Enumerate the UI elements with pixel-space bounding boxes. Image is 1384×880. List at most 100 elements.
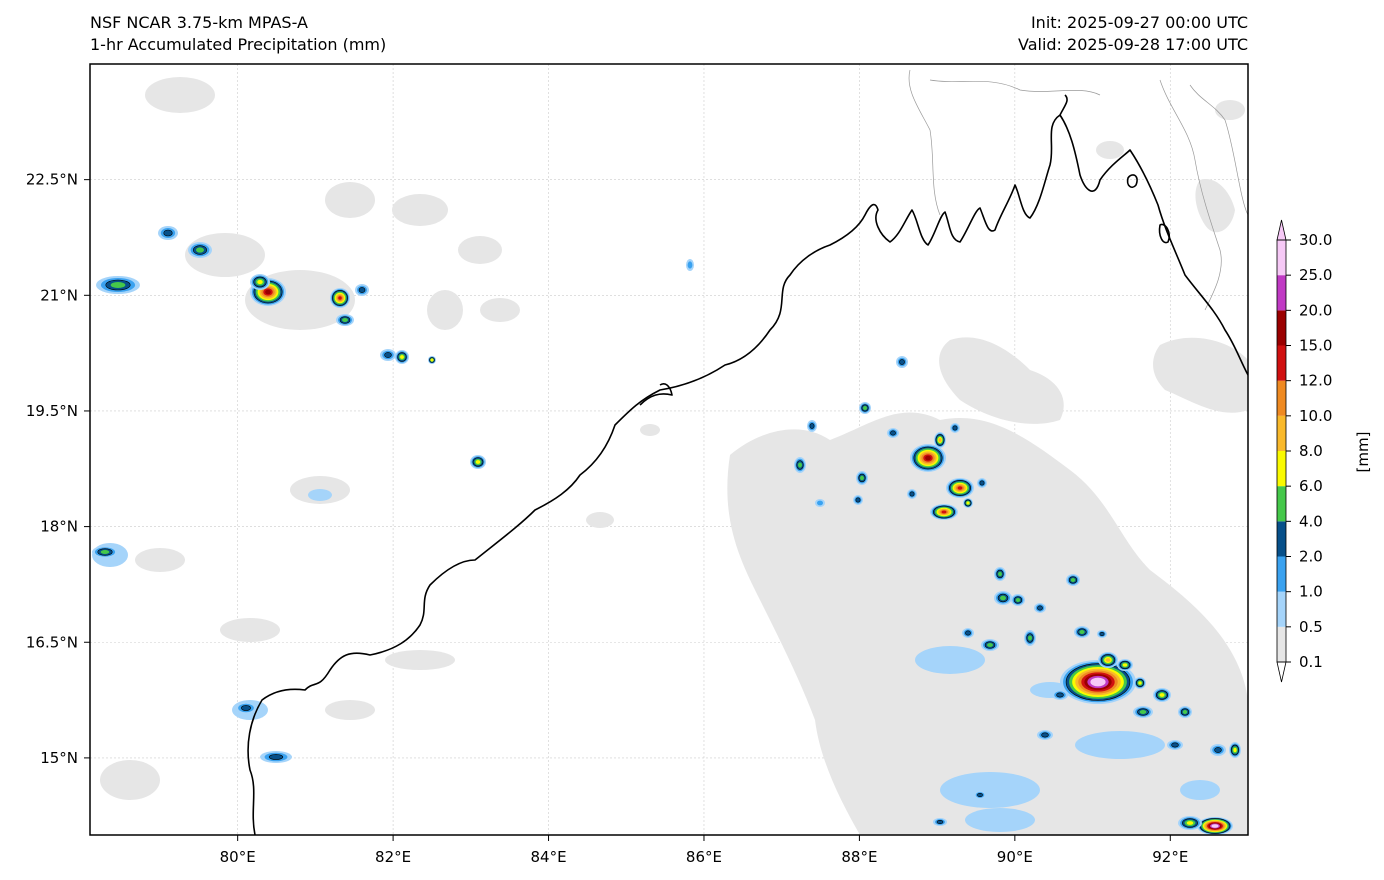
convective-cell: [1178, 706, 1192, 718]
colorbar-segment: [1277, 591, 1286, 627]
cell-contour-ring: [1037, 605, 1043, 611]
convective-cell: [470, 455, 486, 469]
cell-contour-ring: [475, 460, 481, 464]
valid-time: Valid: 2025-09-28 17:00 UTC: [1017, 35, 1248, 54]
lon-tick-label: 90°E: [997, 848, 1033, 866]
convective-cell: [260, 751, 292, 763]
convective-cell: [994, 567, 1006, 581]
convective-cell: [250, 274, 270, 290]
light-rain-north: [939, 337, 1064, 424]
field-title: 1-hr Accumulated Precipitation (mm): [90, 35, 387, 54]
longitude-ticks: 80°E 82°E 84°E 86°E 88°E 90°E 92°E: [220, 835, 1188, 866]
convective-cell: [950, 423, 960, 433]
cell-contour-ring: [798, 462, 802, 468]
cell-contour-ring: [110, 282, 126, 288]
lat-tick-label: 21°N: [40, 286, 78, 304]
convective-cell: [96, 276, 140, 294]
convective-cell: [977, 478, 987, 488]
colorbar-segment: [1277, 345, 1286, 381]
convective-cell: [1060, 660, 1136, 704]
convective-cell: [1197, 817, 1233, 835]
cell-contour-ring: [899, 359, 905, 365]
cell-contour-ring: [941, 510, 947, 514]
island-1: [1126, 174, 1138, 188]
cell-contour-ring: [987, 643, 993, 647]
colorbar-level-label: 20.0: [1299, 301, 1332, 319]
light-rain-ne4: [1096, 141, 1124, 159]
cell-contour-ring: [1000, 595, 1006, 601]
border-ne: [1189, 84, 1248, 216]
lon-tick-label: 82°E: [375, 848, 411, 866]
cell-contour-ring: [358, 287, 366, 293]
colorbar-level-label: 2.0: [1299, 548, 1323, 566]
light-rain-ne: [1153, 337, 1248, 413]
init-time: Init: 2025-09-27 00:00 UTC: [1030, 13, 1248, 32]
convective-cell: [380, 349, 396, 361]
cell-contour-ring: [338, 296, 342, 300]
colorbar-level-label: 0.1: [1299, 653, 1323, 671]
colorbar-unit-label: [mm]: [1354, 432, 1372, 473]
light-rain-w12: [100, 760, 160, 800]
cell-contour-ring: [1090, 677, 1106, 687]
convective-cell: [188, 242, 212, 258]
convective-cell: [395, 350, 409, 364]
convective-cell: [686, 259, 694, 271]
convective-cell: [1134, 677, 1146, 689]
light-rain-w6: [325, 182, 375, 218]
cell-contour-ring: [1214, 747, 1222, 753]
cell-contour-ring: [957, 486, 963, 490]
colorbar-segment: [1277, 275, 1286, 311]
cell-contour-ring: [196, 247, 204, 253]
cell-contour-ring: [400, 355, 404, 359]
cell-contour-ring: [855, 497, 861, 503]
convective-cell: [235, 702, 257, 714]
convective-cell: [1097, 630, 1107, 638]
cell-contour-ring: [1171, 742, 1179, 748]
cell-contour-ring: [860, 475, 864, 481]
light-rain-w5: [427, 290, 463, 330]
convective-cell: [934, 432, 946, 448]
convective-cell: [355, 284, 369, 296]
cell-contour-ring: [1056, 692, 1064, 698]
convective-cell: [856, 471, 868, 485]
colorbar-level-label: 12.0: [1299, 372, 1332, 390]
lon-tick-label: 88°E: [841, 848, 877, 866]
cell-contour-ring: [936, 819, 944, 825]
colorbar-segment: [1277, 521, 1286, 557]
cell-contour-ring: [965, 630, 971, 636]
convective-cell: [1011, 594, 1025, 606]
border-bangladesh-myanmar: [1159, 79, 1222, 311]
convective-cell: [1133, 706, 1153, 718]
colorbar-level-label: 15.0: [1299, 337, 1332, 355]
light-rain-c2: [640, 424, 660, 436]
convective-cell: [92, 546, 118, 558]
convective-cell: [974, 791, 986, 799]
light-rain-w10: [220, 618, 280, 642]
colorbar-segment: [1277, 451, 1286, 487]
convective-cell: [859, 402, 871, 414]
lat-tick-label: 19.5°N: [26, 402, 78, 420]
cell-contour-ring: [809, 423, 815, 429]
lon-tick-label: 92°E: [1152, 848, 1188, 866]
convective-cell: [1178, 816, 1202, 830]
colorbar-level-label: 30.0: [1299, 231, 1332, 249]
cell-contour-ring: [430, 358, 434, 362]
cell-contour-ring: [1070, 578, 1076, 582]
cell-contour-ring: [1186, 821, 1194, 825]
light-rain-w3: [392, 194, 448, 226]
convective-cell: [930, 504, 958, 520]
rain-0.5-1-areas: [92, 489, 1220, 832]
light-rain-areas: [100, 77, 1248, 835]
colorbar-level-label: 10.0: [1299, 407, 1332, 425]
colorbar: 0.1 0.5 1.0 2.0 4.0 6.0 8.0 10.0 12.0 15.0 20.0 25.…: [1276, 219, 1332, 683]
map-frame: [89, 63, 1249, 836]
colorbar-level-label: 4.0: [1299, 512, 1323, 530]
light-rain-main: [727, 412, 1248, 835]
convective-cell: [981, 639, 999, 651]
convective-cell: [794, 457, 806, 473]
convective-cell: [1037, 730, 1053, 740]
cell-contour-ring: [1138, 681, 1142, 685]
convective-cell: [1024, 630, 1036, 646]
cell-contour-ring: [1159, 693, 1165, 697]
light-rain-w11: [385, 650, 455, 670]
